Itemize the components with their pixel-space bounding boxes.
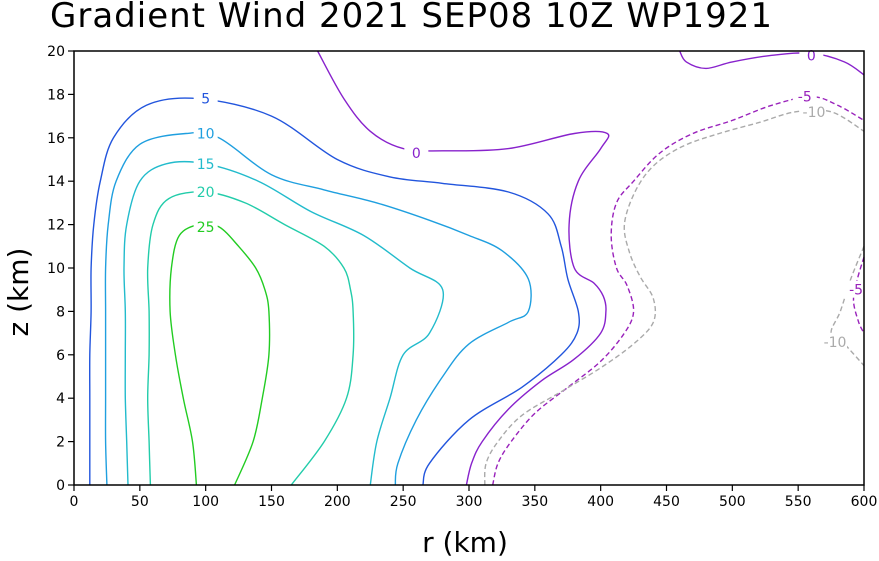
x-tick-label-300: 300 (456, 494, 483, 510)
x-tick-label-250: 250 (390, 494, 417, 510)
x-tick-label-500: 500 (719, 494, 746, 510)
contour-label-15-2: 15 (197, 157, 215, 173)
contour-line-25-0 (169, 223, 271, 486)
contour-label-bg-1 (193, 183, 218, 201)
contour-line-0-6 (679, 50, 865, 76)
x-tick-label-100: 100 (192, 494, 219, 510)
contour-label--5-9: -5 (849, 283, 863, 299)
contour-label-bg-3 (193, 124, 218, 142)
contour-label--10-8: -10 (803, 105, 826, 121)
contour-label-bg-4 (193, 89, 218, 107)
contour-label-10-3: 10 (197, 126, 215, 142)
y-tick-label-12: 12 (47, 218, 65, 234)
contour-label-bg-5 (404, 143, 429, 161)
y-tick-label-16: 16 (47, 131, 65, 147)
contour-label-20-1: 20 (197, 185, 215, 201)
chart-title: Gradient Wind 2021 SEP08 10Z WP1921 (50, 0, 774, 36)
x-axis: 0 50 100 150 200 250 300 350 400 450 500 550 600 (70, 485, 878, 510)
y-tick-label-6: 6 (56, 348, 65, 364)
x-tick-label-0: 0 (70, 494, 79, 510)
x-tick-label-450: 450 (653, 494, 680, 510)
contour-line-10-3 (104, 131, 532, 486)
contour-line--5-9 (852, 256, 865, 334)
x-tick-label-50: 50 (131, 494, 149, 510)
contour-label--10-10: -10 (824, 335, 847, 351)
y-tick-label-2: 2 (56, 435, 65, 451)
y-tick-label-20: 20 (47, 44, 65, 60)
y-tick-label-14: 14 (47, 174, 65, 190)
contour-label-bg-10 (823, 332, 848, 350)
x-tick-label-350: 350 (521, 494, 548, 510)
y-tick-label-18: 18 (47, 87, 65, 103)
contour-label-bg-0 (193, 217, 218, 235)
contour-label-bg-2 (193, 154, 218, 172)
contour-line-20-1 (146, 191, 355, 486)
y-tick-label-10: 10 (47, 261, 65, 277)
x-tick-label-400: 400 (587, 494, 614, 510)
x-tick-label-200: 200 (324, 494, 351, 510)
x-axis-label: r (km) (422, 526, 508, 559)
x-tick-label-600: 600 (851, 494, 878, 510)
contour-label-bg-8 (801, 102, 826, 120)
contour-line--5-7 (492, 95, 865, 486)
contour-label--5-7: -5 (798, 90, 812, 106)
y-tick-label-4: 4 (56, 391, 65, 407)
contour-label-25-0: 25 (197, 220, 215, 236)
x-tick-label-550: 550 (785, 494, 812, 510)
contour-label-0-5: 0 (412, 146, 421, 162)
contour-label-5-4: 5 (201, 92, 210, 108)
contour-line--10-8 (484, 109, 865, 486)
contour-label-0-6: 0 (807, 48, 816, 64)
contour-line-5-4 (89, 97, 580, 486)
y-axis-label: z (km) (2, 248, 35, 337)
x-tick-label-150: 150 (258, 494, 285, 510)
contour-line-15-2 (123, 160, 445, 486)
y-tick-label-8: 8 (56, 304, 65, 320)
contour-label-bg-7 (792, 87, 817, 105)
contour-label-bg-9 (844, 280, 869, 298)
y-tick-label-0: 0 (56, 478, 65, 494)
contour-lines (89, 50, 865, 486)
y-axis: 0 2 4 6 8 10 12 14 16 18 20 (47, 44, 74, 494)
